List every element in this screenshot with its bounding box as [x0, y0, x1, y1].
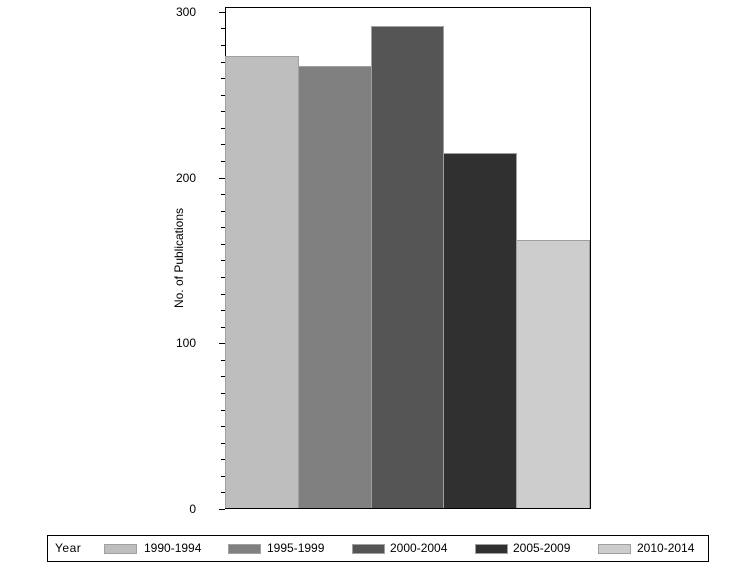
y-tick-mark	[221, 227, 225, 228]
y-tick-mark	[221, 111, 225, 112]
y-tick-mark	[221, 260, 225, 261]
bar-2000-2004	[370, 25, 445, 508]
y-tick-mark	[221, 476, 225, 477]
y-tick-label-200: 200	[175, 171, 196, 185]
legend-swatch-2010-2014	[598, 544, 631, 554]
y-tick-mark	[221, 360, 225, 361]
y-tick-mark	[221, 128, 225, 129]
bar-2005-2009	[443, 153, 518, 508]
legend-label-2010-2014: 2010-2014	[637, 541, 695, 555]
bar-1995-1999	[297, 65, 372, 508]
y-tick-mark	[221, 410, 225, 411]
y-tick-mark	[221, 211, 225, 212]
y-tick-mark	[221, 144, 225, 145]
y-tick-mark	[221, 426, 225, 427]
y-tick-mark	[221, 78, 225, 79]
bar-2010-2014	[516, 239, 590, 508]
y-tick-mark	[219, 509, 225, 510]
y-tick-mark	[221, 244, 225, 245]
y-tick-mark	[221, 95, 225, 96]
y-tick-mark	[221, 161, 225, 162]
legend-label-1990-1994: 1990-1994	[144, 541, 202, 555]
y-tick-mark	[221, 393, 225, 394]
y-tick-mark	[221, 459, 225, 460]
y-tick-mark	[221, 492, 225, 493]
y-tick-mark	[221, 62, 225, 63]
bar-1990-1994	[225, 55, 299, 508]
y-tick-mark	[219, 343, 225, 344]
y-axis-label: No. of Publications	[172, 207, 186, 309]
y-tick-mark	[221, 376, 225, 377]
y-tick-mark	[221, 294, 225, 295]
legend-label-2000-2004: 2000-2004	[390, 541, 448, 555]
legend-label-1995-1999: 1995-1999	[267, 541, 325, 555]
y-tick-label-0: 0	[189, 502, 196, 516]
y-tick-mark	[221, 28, 225, 29]
y-tick-label-100: 100	[175, 336, 196, 350]
y-tick-mark	[219, 12, 225, 13]
y-tick-mark	[219, 178, 225, 179]
legend-swatch-2005-2009	[475, 544, 508, 554]
legend-label-2005-2009: 2005-2009	[513, 541, 571, 555]
legend-title: Year	[55, 541, 82, 555]
y-tick-mark	[221, 310, 225, 311]
legend-swatch-1990-1994	[104, 544, 137, 554]
y-tick-mark	[221, 277, 225, 278]
legend-swatch-1995-1999	[228, 544, 261, 554]
y-tick-mark	[221, 327, 225, 328]
y-tick-mark	[221, 45, 225, 46]
legend: Year 1990-1994 1995-1999 2000-2004 2005-…	[47, 535, 709, 562]
legend-swatch-2000-2004	[352, 544, 385, 554]
plot-area	[225, 7, 591, 509]
y-tick-mark	[221, 194, 225, 195]
y-tick-label-300: 300	[175, 5, 196, 19]
y-tick-mark	[221, 443, 225, 444]
